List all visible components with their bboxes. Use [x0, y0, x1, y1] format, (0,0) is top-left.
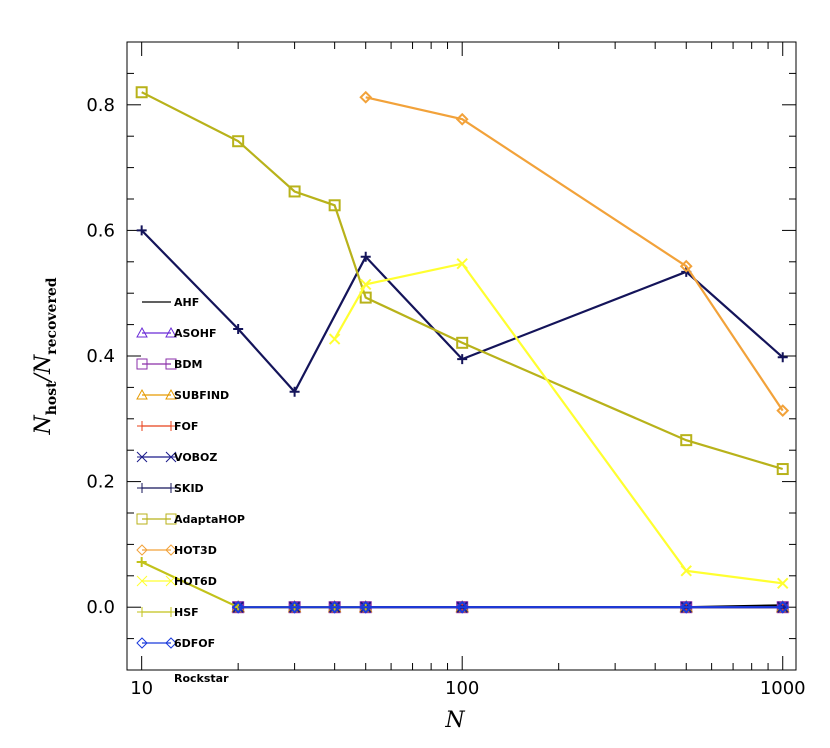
- legend-marker-adaptahop: [136, 513, 148, 525]
- data-point-skid: [360, 251, 371, 262]
- series-line-hot3d: [365, 96, 784, 412]
- legend-marker-skid: [137, 483, 147, 493]
- data-point-skid: [289, 386, 300, 397]
- data-point-hot3d: [455, 112, 469, 126]
- series-hot6d: [328, 257, 789, 590]
- legend-marker-skid: [166, 483, 176, 493]
- data-point-6dfof: [359, 600, 373, 614]
- x-tick-label: 10: [130, 678, 153, 699]
- legend-marker-fof: [137, 421, 147, 431]
- legend-marker-fof: [166, 421, 176, 431]
- legend-marker-6dfof: [165, 637, 177, 649]
- data-point-hot6d: [328, 333, 341, 345]
- legend-label-fof: FOF: [174, 420, 198, 433]
- data-point-hot6d: [680, 565, 692, 577]
- data-point-6dfof: [231, 600, 245, 614]
- x-tick-labels: 10 100 1000: [130, 678, 805, 699]
- y-axis-title-sub-bottom: recovered: [44, 277, 60, 354]
- data-point-6dfof: [328, 600, 342, 614]
- legend-marker-bdm: [165, 358, 177, 370]
- series-line-skid: [140, 229, 784, 394]
- data-point-adaptahop: [776, 463, 789, 476]
- legend-label-skid: SKID: [174, 482, 204, 495]
- legend-label-ahf: AHF: [174, 296, 199, 309]
- series-line-adaptahop: [141, 91, 784, 471]
- x-axis-title: N: [444, 708, 465, 733]
- legend-marker-hot6d: [165, 575, 177, 587]
- data-point-adaptahop: [456, 336, 469, 349]
- legend-marker-subfind: [136, 388, 148, 400]
- legend-marker-hot6d: [136, 575, 148, 587]
- minor-ticks: [126, 42, 796, 670]
- legend-label-hsf: HSF: [174, 606, 199, 619]
- legend-marker-hsf: [137, 607, 147, 617]
- data-point-skid: [136, 225, 147, 236]
- legend-label-bdm: BDM: [174, 358, 202, 371]
- y-axis-title-slash: /: [31, 371, 56, 383]
- series-hot3d: [359, 90, 790, 418]
- legend-marker-asohf: [165, 326, 177, 338]
- data-point-hsf: [136, 556, 147, 567]
- data-point-hot3d: [359, 90, 373, 104]
- y-tick-label: 0.2: [86, 472, 115, 493]
- data-point-6dfof: [288, 600, 302, 614]
- legend-label-asohf: ASOHF: [174, 327, 217, 340]
- x-tick-label: 100: [445, 678, 479, 699]
- series-lines: [135, 86, 790, 614]
- data-point-skid: [233, 323, 244, 334]
- legend-label-adaptahop: AdaptaHOP: [174, 513, 245, 526]
- y-tick-label: 0.4: [86, 346, 115, 367]
- data-point-adaptahop: [680, 434, 693, 447]
- data-point-6dfof: [776, 600, 790, 614]
- legend-label-subfind: SUBFIND: [174, 389, 229, 402]
- data-point-adaptahop: [232, 135, 245, 148]
- y-tick-labels: 0.0 0.2 0.4 0.6 0.8: [86, 95, 115, 618]
- y-axis-title-main-2: N: [31, 354, 56, 375]
- y-axis-title-sub-top: host: [44, 381, 60, 415]
- legend-label-voboz: VOBOZ: [174, 451, 217, 464]
- data-point-hot3d: [679, 259, 693, 273]
- y-tick-label: 0.6: [86, 220, 115, 241]
- data-point-adaptahop: [135, 86, 148, 99]
- data-point-hot6d: [456, 257, 468, 270]
- legend-marker-hot3d: [165, 544, 177, 556]
- legend: AHF ASOHF BDM SUBFIND FOF VOBOZ SKID AdaptaHOP H…: [136, 296, 245, 685]
- y-tick-label: 0.0: [86, 597, 115, 618]
- legend-marker-voboz: [136, 451, 148, 463]
- legend-marker-6dfof: [136, 637, 148, 649]
- data-point-6dfof: [455, 600, 469, 614]
- data-point-adaptahop: [288, 185, 301, 198]
- data-point-adaptahop: [328, 199, 341, 212]
- svg-text:Nhost/Nrecovered: Nhost/Nrecovered: [31, 277, 60, 435]
- data-point-skid: [777, 352, 788, 363]
- legend-label-hot6d: HOT6D: [174, 575, 217, 588]
- legend-marker-hsf: [166, 607, 176, 617]
- legend-marker-hot3d: [136, 544, 148, 556]
- legend-marker-voboz: [165, 451, 177, 463]
- series-6dfof: [231, 600, 790, 614]
- legend-label-rockstar: Rockstar: [174, 672, 229, 685]
- x-tick-label: 1000: [760, 678, 806, 699]
- series-adaptahop: [135, 86, 789, 476]
- y-tick-label: 0.8: [86, 95, 115, 116]
- data-point-hot6d: [777, 577, 789, 590]
- series-skid: [136, 225, 788, 397]
- legend-marker-subfind: [165, 388, 177, 400]
- legend-label-6dfof: 6DFOF: [174, 637, 215, 650]
- legend-marker-bdm: [136, 358, 148, 370]
- legend-label-hot3d: HOT3D: [174, 544, 217, 557]
- data-point-adaptahop: [359, 291, 372, 304]
- y-axis-title-main: N: [31, 415, 56, 436]
- data-point-hot3d: [776, 404, 790, 418]
- legend-marker-asohf: [136, 326, 148, 338]
- y-axis-title: Nhost/Nrecovered: [31, 277, 60, 435]
- legend-marker-adaptahop: [165, 513, 177, 525]
- data-point-6dfof: [679, 600, 693, 614]
- data-point-skid: [457, 354, 468, 365]
- data-point-hot6d: [360, 278, 372, 291]
